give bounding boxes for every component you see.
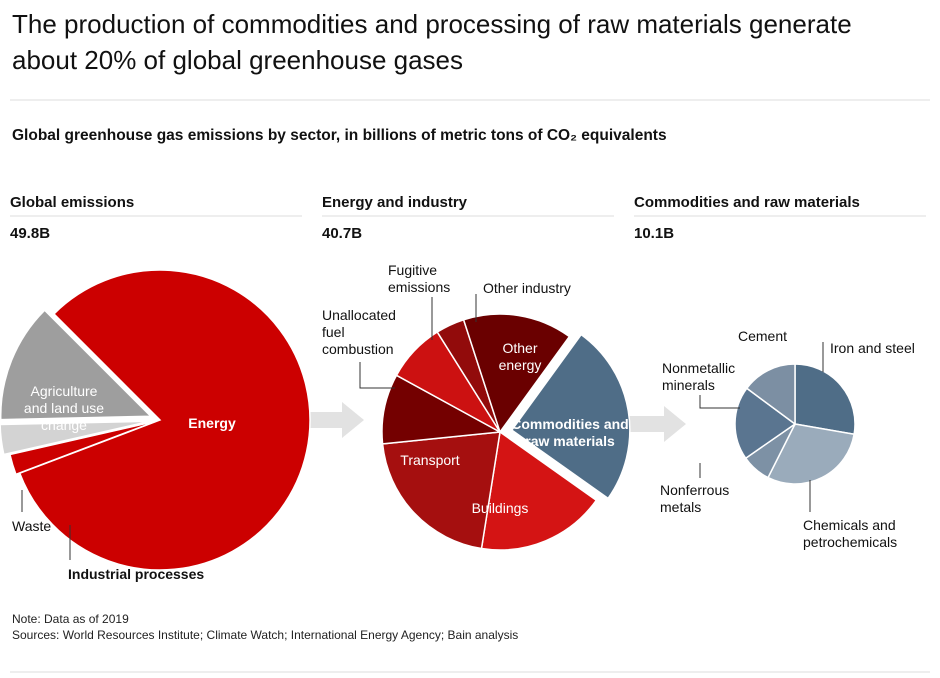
panel-total: 49.8B — [10, 225, 51, 242]
pie-slice — [9, 420, 157, 476]
pie-slice — [734, 387, 797, 460]
slice-label: Cement — [738, 328, 788, 344]
panel-title: Commodities and raw materials — [634, 194, 860, 211]
pie-slice — [0, 309, 153, 421]
pie-slice — [794, 363, 856, 436]
arrow — [306, 402, 364, 438]
pie-slice — [510, 333, 631, 500]
slice-label: Agriculture and land use change — [23, 383, 105, 433]
pie-slice — [381, 431, 501, 550]
panel-title: Energy and industry — [322, 194, 468, 211]
pie-slice — [480, 430, 598, 551]
slice-label: Other energy — [498, 340, 542, 373]
title: The production of commodities and proces… — [12, 9, 852, 75]
leader-line — [359, 362, 395, 389]
pie-slice — [745, 363, 796, 426]
subtitle: Global greenhouse gas emissions by secto… — [12, 127, 667, 144]
slice-label: Nonferrous metals — [660, 482, 730, 515]
slice-label: Waste — [12, 518, 52, 534]
slice-label: Iron and steel — [830, 340, 915, 356]
leader-line — [699, 395, 740, 409]
slice-label: Nonmetallic minerals — [662, 360, 736, 393]
slice-label: Other industry — [483, 280, 571, 296]
slice-label: Buildings — [471, 500, 529, 516]
pie-slice — [18, 269, 311, 571]
slice-label: Energy — [188, 415, 236, 431]
sources: Sources: World Resources Institute; Clim… — [12, 628, 519, 642]
panel-title: Global emissions — [10, 194, 135, 211]
panel-total: 10.1B — [634, 225, 675, 242]
slice-label: Industrial processes — [68, 566, 205, 582]
slice-label: Chemicals and petrochemicals — [803, 517, 898, 550]
note: Note: Data as of 2019 — [12, 612, 129, 626]
arrow — [628, 406, 686, 442]
pie-slice — [767, 423, 855, 485]
pie-slice — [462, 313, 571, 434]
slice-label: Commodities and raw materials — [511, 416, 629, 449]
slice-label: Unallocated fuel combustion — [322, 307, 396, 357]
slice-label: Transport — [400, 452, 460, 468]
pie-slice — [0, 420, 151, 456]
panel-total: 40.7B — [322, 225, 363, 242]
slice-label: Fugitive emissions — [388, 262, 451, 295]
